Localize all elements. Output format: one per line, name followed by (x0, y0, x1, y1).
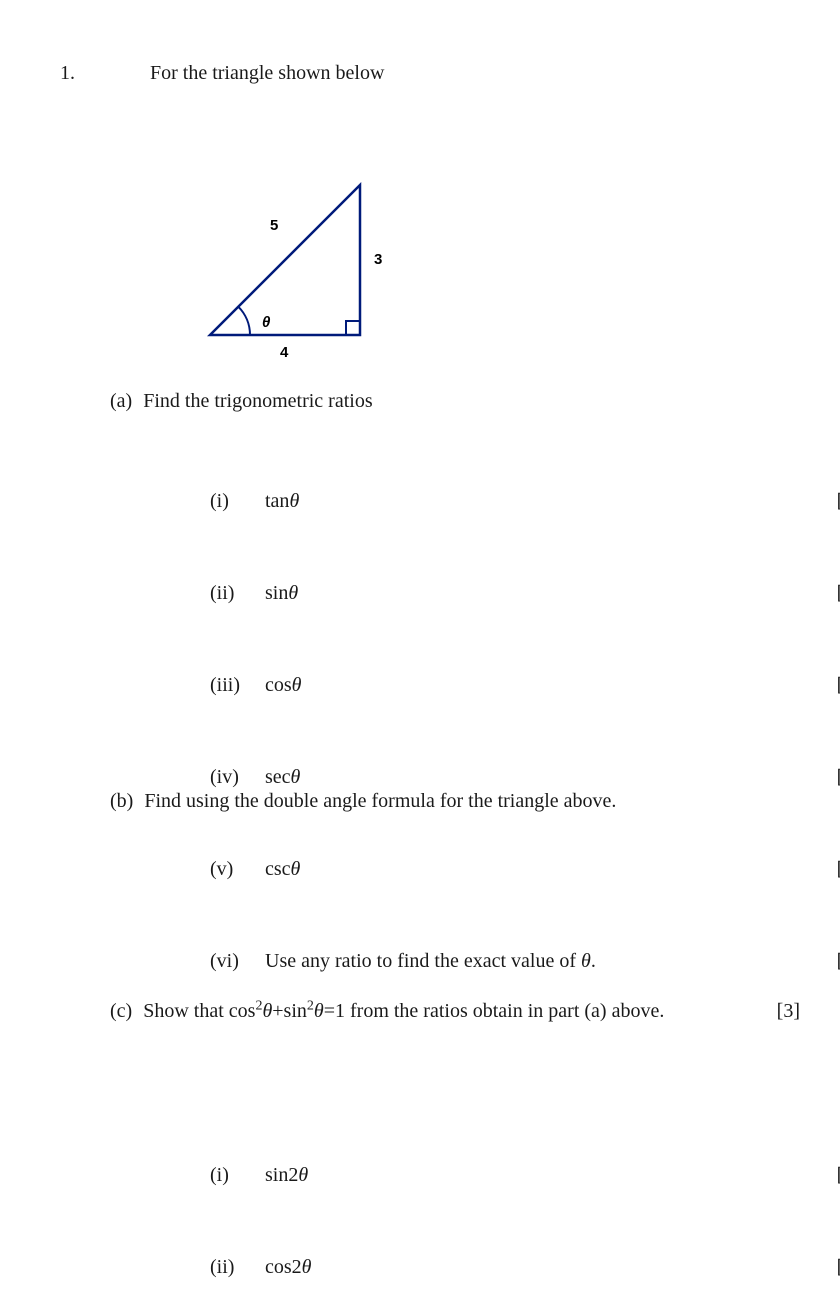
subitem-prefix: sin (265, 582, 288, 604)
part-c-text: Show that cos2θ+sin2θ=1 from the ratios … (143, 1000, 664, 1022)
subitem-number: (v) (210, 858, 265, 881)
subitem-body: cscθ (265, 858, 300, 881)
subitem-prefix: sec (265, 766, 291, 788)
svg-text:5: 5 (270, 217, 278, 234)
subitem-suffix: . (591, 950, 596, 972)
theta-symbol: θ (292, 674, 302, 696)
part-b-text: Find using the double angle formula for … (144, 790, 616, 812)
part-c-prefix: Show that (143, 1000, 229, 1022)
part-b-tag: (b) (110, 790, 133, 812)
subitem-prefix: tan (265, 490, 289, 512)
expr-eq: =1 (324, 1000, 345, 1022)
theta-symbol: θ (291, 766, 301, 788)
theta-symbol: θ (289, 490, 299, 512)
svg-text:θ: θ (262, 314, 271, 331)
subitem-body: sinθ (265, 582, 298, 605)
triangle-diagram: 5 3 4θ (200, 160, 400, 360)
part-b-item-1: (ii)cos2θ[3] (210, 1256, 840, 1302)
part-a-tag: (a) (110, 390, 132, 412)
theta-symbol: θ (581, 950, 591, 972)
page: 1. For the triangle shown below 5 3 4θ (a)… (0, 0, 840, 468)
expr-plus: + (272, 1000, 283, 1022)
part-c-suffix: from the ratios obtain in part (a) above… (350, 1000, 664, 1022)
subitem-prefix: cos2 (265, 1256, 302, 1278)
part-a-text: Find the trigonometric ratios (143, 390, 372, 412)
expr-theta2: θ (314, 1000, 324, 1022)
subitem-prefix: cos (265, 674, 292, 696)
expr-theta1: θ (262, 1000, 272, 1022)
part-a-item-1: (ii)sinθ[2] (210, 582, 840, 628)
expr-cos: cos (229, 1000, 256, 1022)
subitem-number: (iv) (210, 766, 265, 789)
part-a-item-0: (i)tanθ[2] (210, 490, 840, 536)
subitem-body: cos2θ (265, 1256, 312, 1279)
subitem-body: sin2θ (265, 1164, 308, 1187)
subitem-body: cosθ (265, 674, 302, 697)
subitem-prefix: Use any ratio to find the exact value of (265, 950, 581, 972)
subitem-number: (i) (210, 490, 265, 513)
svg-text:4: 4 (280, 344, 289, 361)
theta-symbol: θ (302, 1256, 312, 1278)
part-a-item-5: (vi)Use any ratio to find the exact valu… (210, 950, 840, 996)
subitem-body: tanθ (265, 490, 299, 513)
question-prompt: For the triangle shown below (150, 62, 384, 85)
subitem-prefix: sin2 (265, 1164, 298, 1186)
subitem-prefix: csc (265, 858, 291, 880)
subitem-number: (i) (210, 1164, 265, 1187)
part-b-label: (b) Find using the double angle formula … (110, 790, 616, 813)
subitem-number: (vi) (210, 950, 265, 973)
part-a-item-4: (v)cscθ[2] (210, 858, 840, 904)
part-c-marks: [3] (777, 1000, 800, 1023)
subitem-body: Use any ratio to find the exact value of… (265, 950, 596, 973)
subitem-number: (ii) (210, 582, 265, 605)
question-number: 1. (60, 62, 75, 85)
subitem-number: (ii) (210, 1256, 265, 1279)
part-a-label: (a) Find the trigonometric ratios (110, 390, 373, 413)
expr-sin: sin (284, 1000, 307, 1022)
theta-symbol: θ (288, 582, 298, 604)
theta-symbol: θ (291, 858, 301, 880)
subitem-number: (iii) (210, 674, 265, 697)
subitem-body: secθ (265, 766, 300, 789)
theta-symbol: θ (298, 1164, 308, 1186)
part-c: (c) Show that cos2θ+sin2θ=1 from the rat… (110, 1000, 800, 1023)
part-b-item-0: (i)sin2θ[3] (210, 1164, 840, 1210)
part-b-items: (i)sin2θ[3](ii)cos2θ[3] (60, 336, 800, 428)
part-c-tag: (c) (110, 1000, 132, 1022)
svg-text:3: 3 (374, 251, 382, 268)
part-a-item-2: (iii)cosθ[2] (210, 674, 840, 720)
part-a-items: (i)tanθ[2](ii)sinθ[2](iii)cosθ[2](iv)sec… (60, 60, 800, 336)
expr-sup2: 2 (307, 998, 314, 1013)
